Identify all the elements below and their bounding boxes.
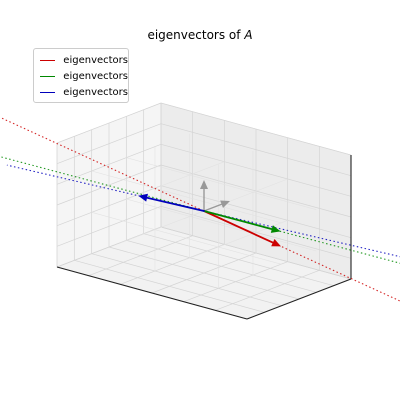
legend-label: eigenvectors (63, 54, 128, 66)
lattice-line (91, 212, 282, 265)
floor-gridline (143, 233, 334, 287)
legend-entry: eigenvectors (34, 52, 128, 68)
legend-swatch (40, 59, 56, 61)
y-axis-line (246, 278, 352, 320)
eigenvector-arrow-3-head (138, 193, 148, 202)
eigenvector-arrow-1-shaft (203, 210, 274, 244)
eigenvector-line-2 (0, 156, 400, 264)
z-axis-arrow-head (200, 180, 208, 189)
back-gridline (160, 123, 352, 177)
legend: eigenvectors eigenvectors eigenvectors (33, 48, 129, 103)
back-gridline (160, 102, 352, 156)
y-axis-arrow (203, 200, 230, 212)
lattice-line (91, 170, 282, 224)
eigenvector-arrow-2 (203, 210, 281, 233)
x-axis-line (56, 266, 248, 320)
eigenvector-arrow-1-head (271, 239, 281, 247)
eigenvector-line-1 (0, 116, 400, 302)
legend-entry: eigenvectors (34, 68, 128, 84)
z-axis-arrow (200, 180, 208, 212)
eigenvector-line-group (0, 116, 400, 302)
eigenvector-arrow-2-shaft (203, 210, 273, 230)
chart-title-math: A (244, 28, 253, 42)
legend-entry: eigenvectors (34, 84, 128, 100)
legend-label: eigenvectors (63, 70, 128, 82)
y-axis-arrow-shaft (203, 203, 223, 212)
eigenvector-arrow-1 (203, 210, 281, 247)
arrow-group (138, 180, 281, 247)
lattice-line (126, 157, 317, 210)
legend-swatch (40, 75, 56, 77)
chart-title: eigenvectors of A (0, 28, 400, 42)
eigenvector-line-3 (6, 164, 400, 258)
lattice-line (183, 178, 288, 220)
side-gridline (56, 123, 162, 164)
lattice-line (126, 198, 317, 252)
eigenvector-arrow-3-shaft (146, 196, 205, 212)
lattice-line (183, 220, 288, 261)
lattice-line (120, 161, 225, 202)
eigenvector-arrow-2-head (270, 225, 281, 233)
gridline-group (56, 102, 352, 320)
eigenvector-arrow-3 (138, 193, 205, 212)
axis-edge-group (56, 155, 352, 320)
y-axis-arrow-head (220, 200, 230, 208)
floor-gridline (160, 226, 352, 280)
legend-label: eigenvectors (63, 86, 128, 98)
side-gridline (56, 102, 162, 144)
chart-title-text: eigenvectors of (147, 28, 245, 42)
legend-swatch (40, 91, 56, 93)
